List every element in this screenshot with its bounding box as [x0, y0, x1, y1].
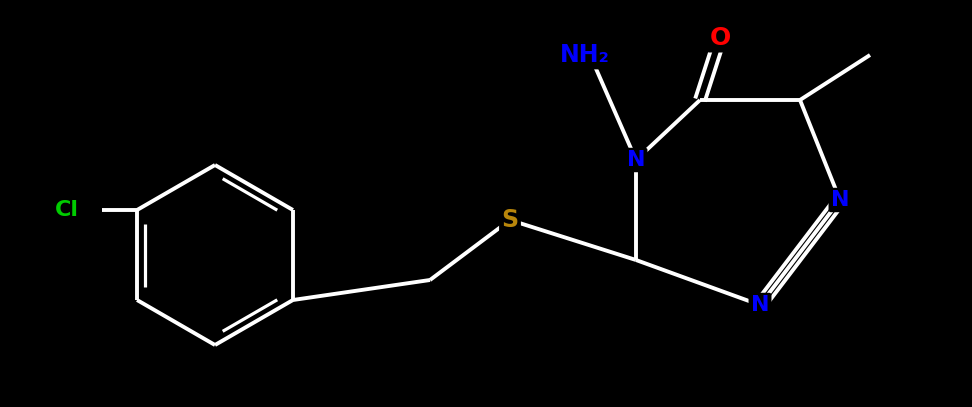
Text: NH₂: NH₂ — [560, 43, 610, 67]
Text: N: N — [627, 150, 645, 170]
Text: Cl: Cl — [55, 200, 79, 220]
Text: N: N — [750, 295, 769, 315]
Text: O: O — [710, 26, 731, 50]
Text: N: N — [831, 190, 850, 210]
Text: S: S — [502, 208, 519, 232]
